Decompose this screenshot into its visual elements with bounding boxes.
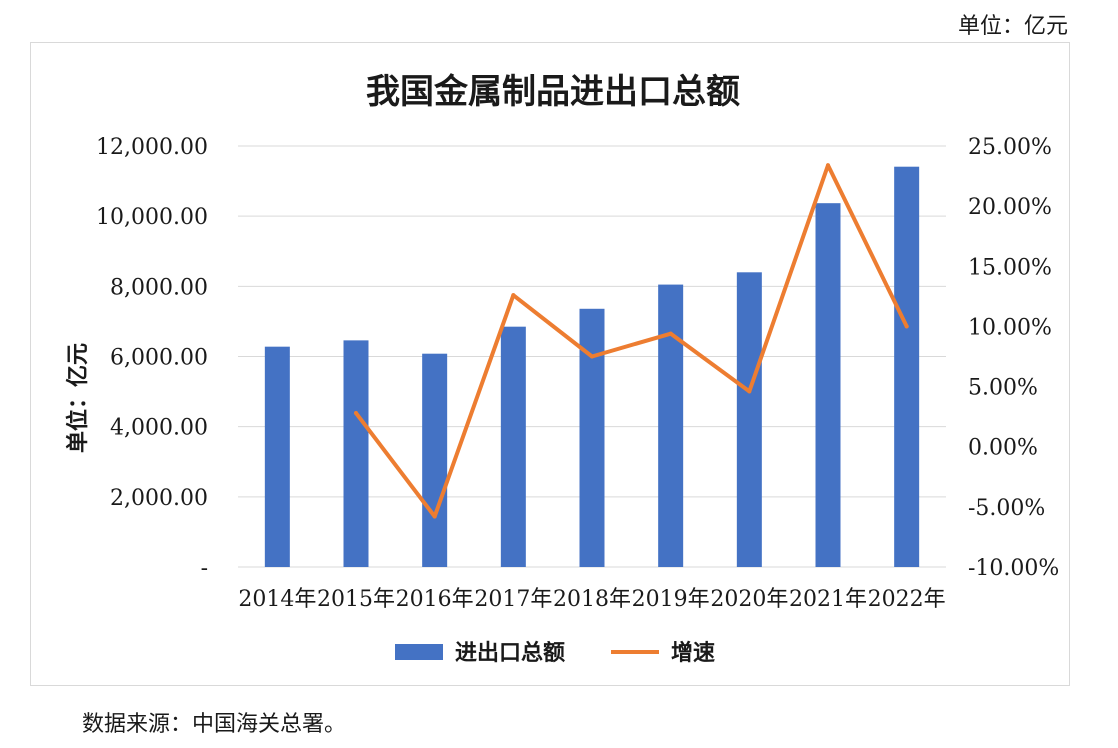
line-series	[354, 163, 909, 519]
right-axis-ticks: -10.00% -5.00% 0.00% 5.00% 10.00% 15.00% 20.00…	[968, 135, 1059, 581]
left-tick-label: 2,000.00	[110, 486, 208, 511]
left-tick-label: 6,000.00	[110, 346, 208, 371]
x-tick-label: 2019年	[632, 587, 710, 612]
bar	[422, 353, 448, 567]
line-point	[511, 293, 516, 298]
line-point	[747, 389, 752, 394]
x-tick-label: 2020年	[710, 587, 788, 612]
chart-frame: 我国金属制品进出口总额 单位：亿元 - 2,000.00 4,000.00 6,000…	[30, 42, 1070, 686]
bar	[343, 340, 369, 567]
legend-label-bar: 进出口总额	[455, 640, 565, 666]
x-tick-label: 2018年	[553, 587, 631, 612]
right-tick-label: 10.00%	[968, 315, 1052, 340]
right-tick-label: 25.00%	[968, 135, 1052, 160]
x-axis-ticks: 2014年 2015年 2016年 2017年 2018年 2019年 2020年 2021年…	[238, 587, 945, 612]
chart: 我国金属制品进出口总额 单位：亿元 - 2,000.00 4,000.00 6,000…	[65, 72, 1059, 666]
line-point	[354, 411, 358, 416]
line-point	[668, 331, 673, 336]
right-tick-label: 20.00%	[968, 195, 1052, 220]
bar	[500, 326, 526, 567]
legend: 进出口总额 增速	[395, 640, 715, 666]
line-point	[904, 324, 909, 329]
y-axis-label: 单位：亿元	[65, 343, 91, 453]
bar	[264, 346, 290, 567]
bar	[658, 284, 684, 567]
left-tick-label: 4,000.00	[110, 416, 208, 441]
x-tick-label: 2015年	[317, 587, 395, 612]
x-tick-label: 2016年	[396, 587, 474, 612]
bar	[894, 166, 920, 567]
growth-line	[354, 163, 909, 519]
x-tick-label: 2021年	[789, 587, 867, 612]
bar-series	[264, 166, 920, 567]
line-point	[432, 514, 437, 519]
left-tick-label: -	[201, 556, 208, 581]
left-tick-label: 10,000.00	[96, 205, 208, 230]
line-point	[826, 163, 830, 168]
bar	[736, 272, 762, 567]
x-tick-label: 2017年	[474, 587, 552, 612]
right-tick-label: -10.00%	[968, 556, 1059, 581]
left-tick-label: 8,000.00	[110, 275, 208, 300]
line-point	[590, 354, 594, 359]
chart-title: 我国金属制品进出口总额	[366, 72, 740, 112]
right-tick-label: 0.00%	[968, 436, 1038, 461]
right-tick-label: 15.00%	[968, 255, 1052, 280]
right-tick-label: 5.00%	[968, 376, 1038, 401]
unit-label: 单位：亿元	[957, 14, 1068, 39]
x-tick-label: 2014年	[238, 587, 316, 612]
bar	[815, 203, 841, 567]
data-source-note: 数据来源：中国海关总署。	[82, 712, 347, 737]
legend-swatch-bar	[395, 644, 443, 660]
x-tick-label: 2022年	[868, 587, 946, 612]
legend-label-line: 增速	[671, 640, 715, 666]
left-tick-label: 12,000.00	[96, 135, 208, 160]
left-axis-ticks: - 2,000.00 4,000.00 6,000.00 8,000.00 10,000.…	[96, 135, 208, 581]
right-tick-label: -5.00%	[968, 496, 1045, 521]
